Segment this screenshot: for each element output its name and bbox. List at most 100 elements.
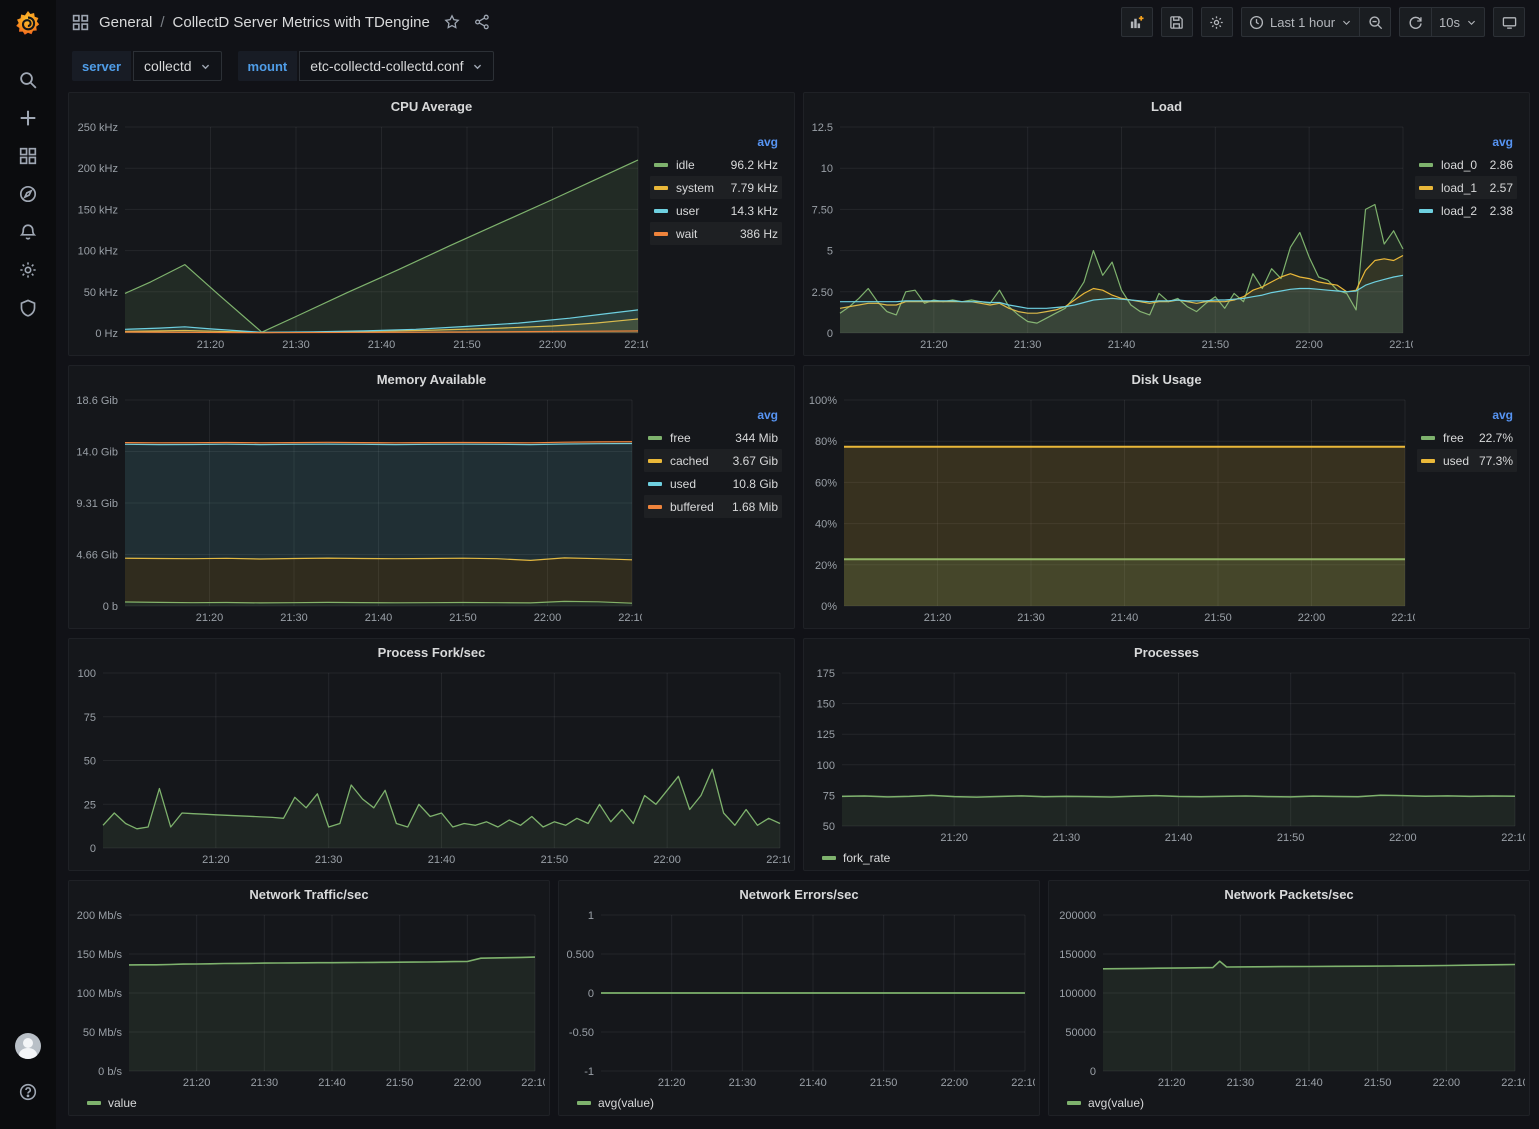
help-icon[interactable]: [8, 1073, 48, 1111]
svg-text:21:30: 21:30: [1017, 612, 1045, 624]
series-label[interactable]: used: [670, 477, 696, 491]
legend-processes: fork_rate: [808, 846, 1525, 868]
chart-processes[interactable]: 21:2021:3021:4021:5022:0022:105075100125…: [808, 665, 1525, 846]
svg-text:100%: 100%: [809, 395, 837, 407]
variable-server: server collectd: [72, 51, 222, 81]
series-label[interactable]: system: [676, 181, 714, 195]
series-label[interactable]: free: [1443, 431, 1464, 445]
panel-title-cpu-average[interactable]: CPU Average: [69, 93, 794, 119]
panel-title-network-traffic[interactable]: Network Traffic/sec: [69, 881, 549, 907]
panel-title-process-fork[interactable]: Process Fork/sec: [69, 639, 794, 665]
series-label[interactable]: free: [670, 431, 691, 445]
chart-disk-usage[interactable]: 21:2021:3021:4021:5022:0022:100%20%40%60…: [808, 392, 1415, 626]
chart-cpu-average[interactable]: 21:2021:3021:4021:5022:0022:100 Hz50 kHz…: [73, 119, 648, 353]
panel-title-disk-usage[interactable]: Disk Usage: [804, 366, 1529, 392]
panel-title-processes[interactable]: Processes: [804, 639, 1529, 665]
svg-text:22:10: 22:10: [618, 612, 642, 624]
panel-network-traffic: Network Traffic/sec 21:2021:3021:4021:50…: [68, 880, 550, 1116]
variable-mount-value[interactable]: etc-collectd-collectd.conf: [299, 51, 493, 81]
variable-mount-label: mount: [238, 51, 298, 81]
series-label[interactable]: buffered: [670, 500, 714, 514]
chart-memory-available[interactable]: 21:2021:3021:4021:5022:0022:100 b4.66 Gi…: [73, 392, 642, 626]
dashboards-icon[interactable]: [8, 137, 48, 175]
user-avatar[interactable]: [8, 1027, 48, 1065]
series-label[interactable]: avg(value): [1088, 1096, 1144, 1110]
svg-text:125: 125: [817, 729, 835, 741]
svg-text:21:30: 21:30: [1014, 339, 1042, 351]
explore-compass-icon[interactable]: [8, 175, 48, 213]
panel-title-load[interactable]: Load: [804, 93, 1529, 119]
svg-text:2.50: 2.50: [812, 287, 833, 299]
add-panel-button[interactable]: [1121, 7, 1153, 37]
legend-item-free: free344 Mib: [644, 426, 782, 449]
svg-text:200000: 200000: [1059, 910, 1096, 922]
legend-avg-header: avg: [1415, 133, 1517, 153]
panel-title-network-errors[interactable]: Network Errors/sec: [559, 881, 1039, 907]
star-icon[interactable]: [444, 14, 460, 30]
svg-text:21:20: 21:20: [1158, 1077, 1186, 1089]
create-icon[interactable]: [8, 99, 48, 137]
svg-text:150000: 150000: [1059, 949, 1096, 961]
panel-title-memory-available[interactable]: Memory Available: [69, 366, 794, 392]
series-color-swatch: [1419, 209, 1433, 213]
chart-network-packets[interactable]: 21:2021:3021:4021:5022:0022:100500001000…: [1053, 907, 1525, 1091]
refresh-interval-picker[interactable]: 10s: [1431, 7, 1485, 37]
svg-text:50: 50: [823, 821, 835, 833]
configuration-gear-icon[interactable]: [8, 251, 48, 289]
grafana-logo-icon[interactable]: [13, 9, 43, 39]
svg-text:100 kHz: 100 kHz: [78, 246, 118, 258]
series-color-swatch: [648, 436, 662, 440]
legend-network-errors: avg(value): [563, 1091, 1035, 1113]
series-label[interactable]: value: [108, 1096, 137, 1110]
svg-text:21:50: 21:50: [870, 1077, 898, 1089]
dashboard-settings-button[interactable]: [1201, 7, 1233, 37]
svg-text:22:00: 22:00: [1389, 832, 1417, 844]
top-navigation: General / CollectD Server Metrics with T…: [56, 0, 1539, 44]
chart-network-traffic[interactable]: 21:2021:3021:4021:5022:0022:100 b/s50 Mb…: [73, 907, 545, 1091]
series-label[interactable]: user: [676, 204, 699, 218]
svg-text:21:50: 21:50: [1364, 1077, 1392, 1089]
share-icon[interactable]: [474, 14, 490, 30]
chart-process-fork[interactable]: 21:2021:3021:4021:5022:0022:100255075100: [73, 665, 790, 868]
series-label[interactable]: cached: [670, 454, 709, 468]
svg-text:22:00: 22:00: [941, 1077, 969, 1089]
legend-disk-usage: avgfree22.7%used77.3%: [1415, 392, 1525, 626]
variable-server-value[interactable]: collectd: [133, 51, 221, 81]
series-color-swatch: [1067, 1101, 1081, 1105]
series-label[interactable]: fork_rate: [843, 851, 890, 865]
chevron-down-icon: [200, 61, 211, 72]
svg-text:10: 10: [821, 163, 833, 175]
chart-network-errors[interactable]: 21:2021:3021:4021:5022:0022:1010.5000-0.…: [563, 907, 1035, 1091]
series-label[interactable]: load_1: [1441, 181, 1477, 195]
series-label[interactable]: used: [1443, 454, 1469, 468]
svg-text:1: 1: [588, 910, 594, 922]
panel-title-network-packets[interactable]: Network Packets/sec: [1049, 881, 1529, 907]
alerting-bell-icon[interactable]: [8, 213, 48, 251]
series-avg-value: 22.7%: [1479, 431, 1513, 445]
search-icon[interactable]: [8, 61, 48, 99]
series-label[interactable]: load_2: [1441, 204, 1477, 218]
cycle-view-mode-button[interactable]: [1493, 7, 1525, 37]
series-label[interactable]: idle: [676, 158, 695, 172]
svg-text:22:10: 22:10: [1389, 339, 1413, 351]
series-color-swatch: [654, 163, 668, 167]
save-dashboard-button[interactable]: [1161, 7, 1193, 37]
dashboard-grid-icon[interactable]: [72, 14, 89, 31]
time-range-picker[interactable]: Last 1 hour: [1241, 7, 1359, 37]
series-label[interactable]: load_0: [1441, 158, 1477, 172]
refresh-button[interactable]: [1399, 7, 1431, 37]
series-label[interactable]: avg(value): [598, 1096, 654, 1110]
svg-text:0.500: 0.500: [566, 949, 594, 961]
zoom-out-button[interactable]: [1359, 7, 1391, 37]
legend-item-system: system7.79 kHz: [650, 176, 782, 199]
breadcrumb-folder[interactable]: General: [99, 14, 152, 31]
svg-text:21:40: 21:40: [368, 339, 396, 351]
svg-text:21:30: 21:30: [1227, 1077, 1255, 1089]
server-admin-shield-icon[interactable]: [8, 289, 48, 327]
svg-text:21:30: 21:30: [315, 854, 343, 866]
chart-load[interactable]: 21:2021:3021:4021:5022:0022:1002.5057.50…: [808, 119, 1413, 353]
series-label[interactable]: wait: [676, 227, 697, 241]
series-color-swatch: [1421, 459, 1435, 463]
series-color-swatch: [648, 505, 662, 509]
template-variables: server collectd mount etc-collectd-colle…: [56, 44, 1539, 91]
